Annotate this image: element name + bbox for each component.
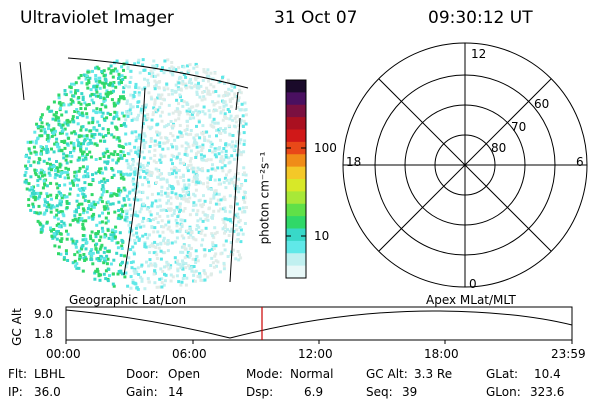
colorbar-tick-label: 100	[314, 141, 337, 155]
ip-value: 36.0	[34, 385, 61, 399]
dsp-value: 6.9	[304, 385, 324, 399]
colorbar-border	[285, 79, 307, 279]
colorbar-segment	[286, 166, 306, 180]
flt-value: LBHL	[34, 367, 65, 381]
polar-plot	[342, 42, 588, 288]
polar-label-top: 12	[471, 47, 487, 61]
polar-label-left: 18	[346, 155, 362, 169]
door-key: Door:	[126, 367, 159, 381]
colorbar-segment	[286, 179, 306, 192]
polar-label-bottom: 0	[469, 277, 477, 291]
geo-grid	[19, 57, 249, 283]
colorbar-segment	[286, 240, 306, 254]
colorbar-segment	[286, 141, 306, 155]
mode-value: Normal	[290, 367, 334, 381]
y-tick-label: 9.0	[34, 307, 54, 321]
polar-label-right: 6	[576, 155, 584, 169]
grid-line	[19, 61, 25, 101]
colorbar-segment	[286, 117, 306, 130]
colorbar-segment	[286, 265, 306, 279]
colorbar-ticks	[286, 147, 306, 237]
gain-value: 14	[168, 385, 184, 399]
date-label: 31 Oct 07	[274, 8, 358, 28]
grid-line	[235, 91, 239, 111]
time-label: 09:30:12 UT	[428, 8, 533, 28]
x-tick-label: 06:00	[172, 347, 207, 361]
y-tick-label: 1.8	[34, 327, 54, 341]
colorbar-segment	[286, 191, 306, 205]
colorbar-tick-label: 10	[314, 229, 330, 243]
colorbar-segment	[286, 228, 306, 242]
colorbar	[285, 79, 307, 279]
glon-value: 323.6	[530, 385, 565, 399]
door-value: Open	[168, 367, 201, 381]
geo-coord-label: Geographic Lat/Lon	[69, 293, 187, 307]
polar-lat-label: 80	[491, 141, 507, 155]
x-tick-label: 12:00	[298, 347, 333, 361]
glat-key: GLat:	[486, 367, 519, 381]
flt-key: Flt:	[8, 367, 27, 381]
x-tick-label: 00:00	[46, 347, 81, 361]
colorbar-unit-label: photon cm⁻²s⁻¹	[257, 151, 272, 245]
apex-coord-label: Apex MLat/MLT	[426, 293, 516, 307]
timeline-plot	[65, 306, 573, 344]
colorbar-segment	[286, 216, 306, 229]
grid-line	[67, 57, 249, 89]
x-tick-label: 23:59	[551, 347, 586, 361]
colorbar-segment	[286, 104, 306, 118]
gain-key: Gain:	[126, 385, 158, 399]
grid-line	[229, 117, 241, 283]
colorbar-segment	[286, 92, 306, 106]
seq-key: Seq:	[366, 385, 393, 399]
colorbar-segment	[286, 203, 306, 217]
mode-key: Mode:	[246, 367, 283, 381]
colorbar-segment	[286, 129, 306, 143]
seq-value: 39	[402, 385, 418, 399]
uv-image	[23, 58, 248, 291]
altitude-curve	[65, 309, 573, 339]
app-title: Ultraviolet Imager	[20, 8, 174, 28]
colorbar-segment	[286, 80, 306, 93]
polar-lat-label: 70	[511, 120, 527, 134]
colorbar-segment	[286, 154, 306, 168]
colorbar-segment	[286, 253, 306, 267]
timeline-axis-label: GC Alt	[9, 308, 24, 346]
gcalt-key: GC Alt:	[366, 367, 408, 381]
grid-line	[123, 87, 146, 276]
gcalt-value: 3.3 Re	[414, 367, 453, 381]
glon-key: GLon:	[486, 385, 521, 399]
glat-value: 10.4	[534, 367, 561, 381]
x-tick-label: 18:00	[424, 347, 459, 361]
ip-key: IP:	[8, 385, 23, 399]
polar-lat-label: 60	[534, 97, 550, 111]
dsp-key: Dsp:	[246, 385, 274, 399]
